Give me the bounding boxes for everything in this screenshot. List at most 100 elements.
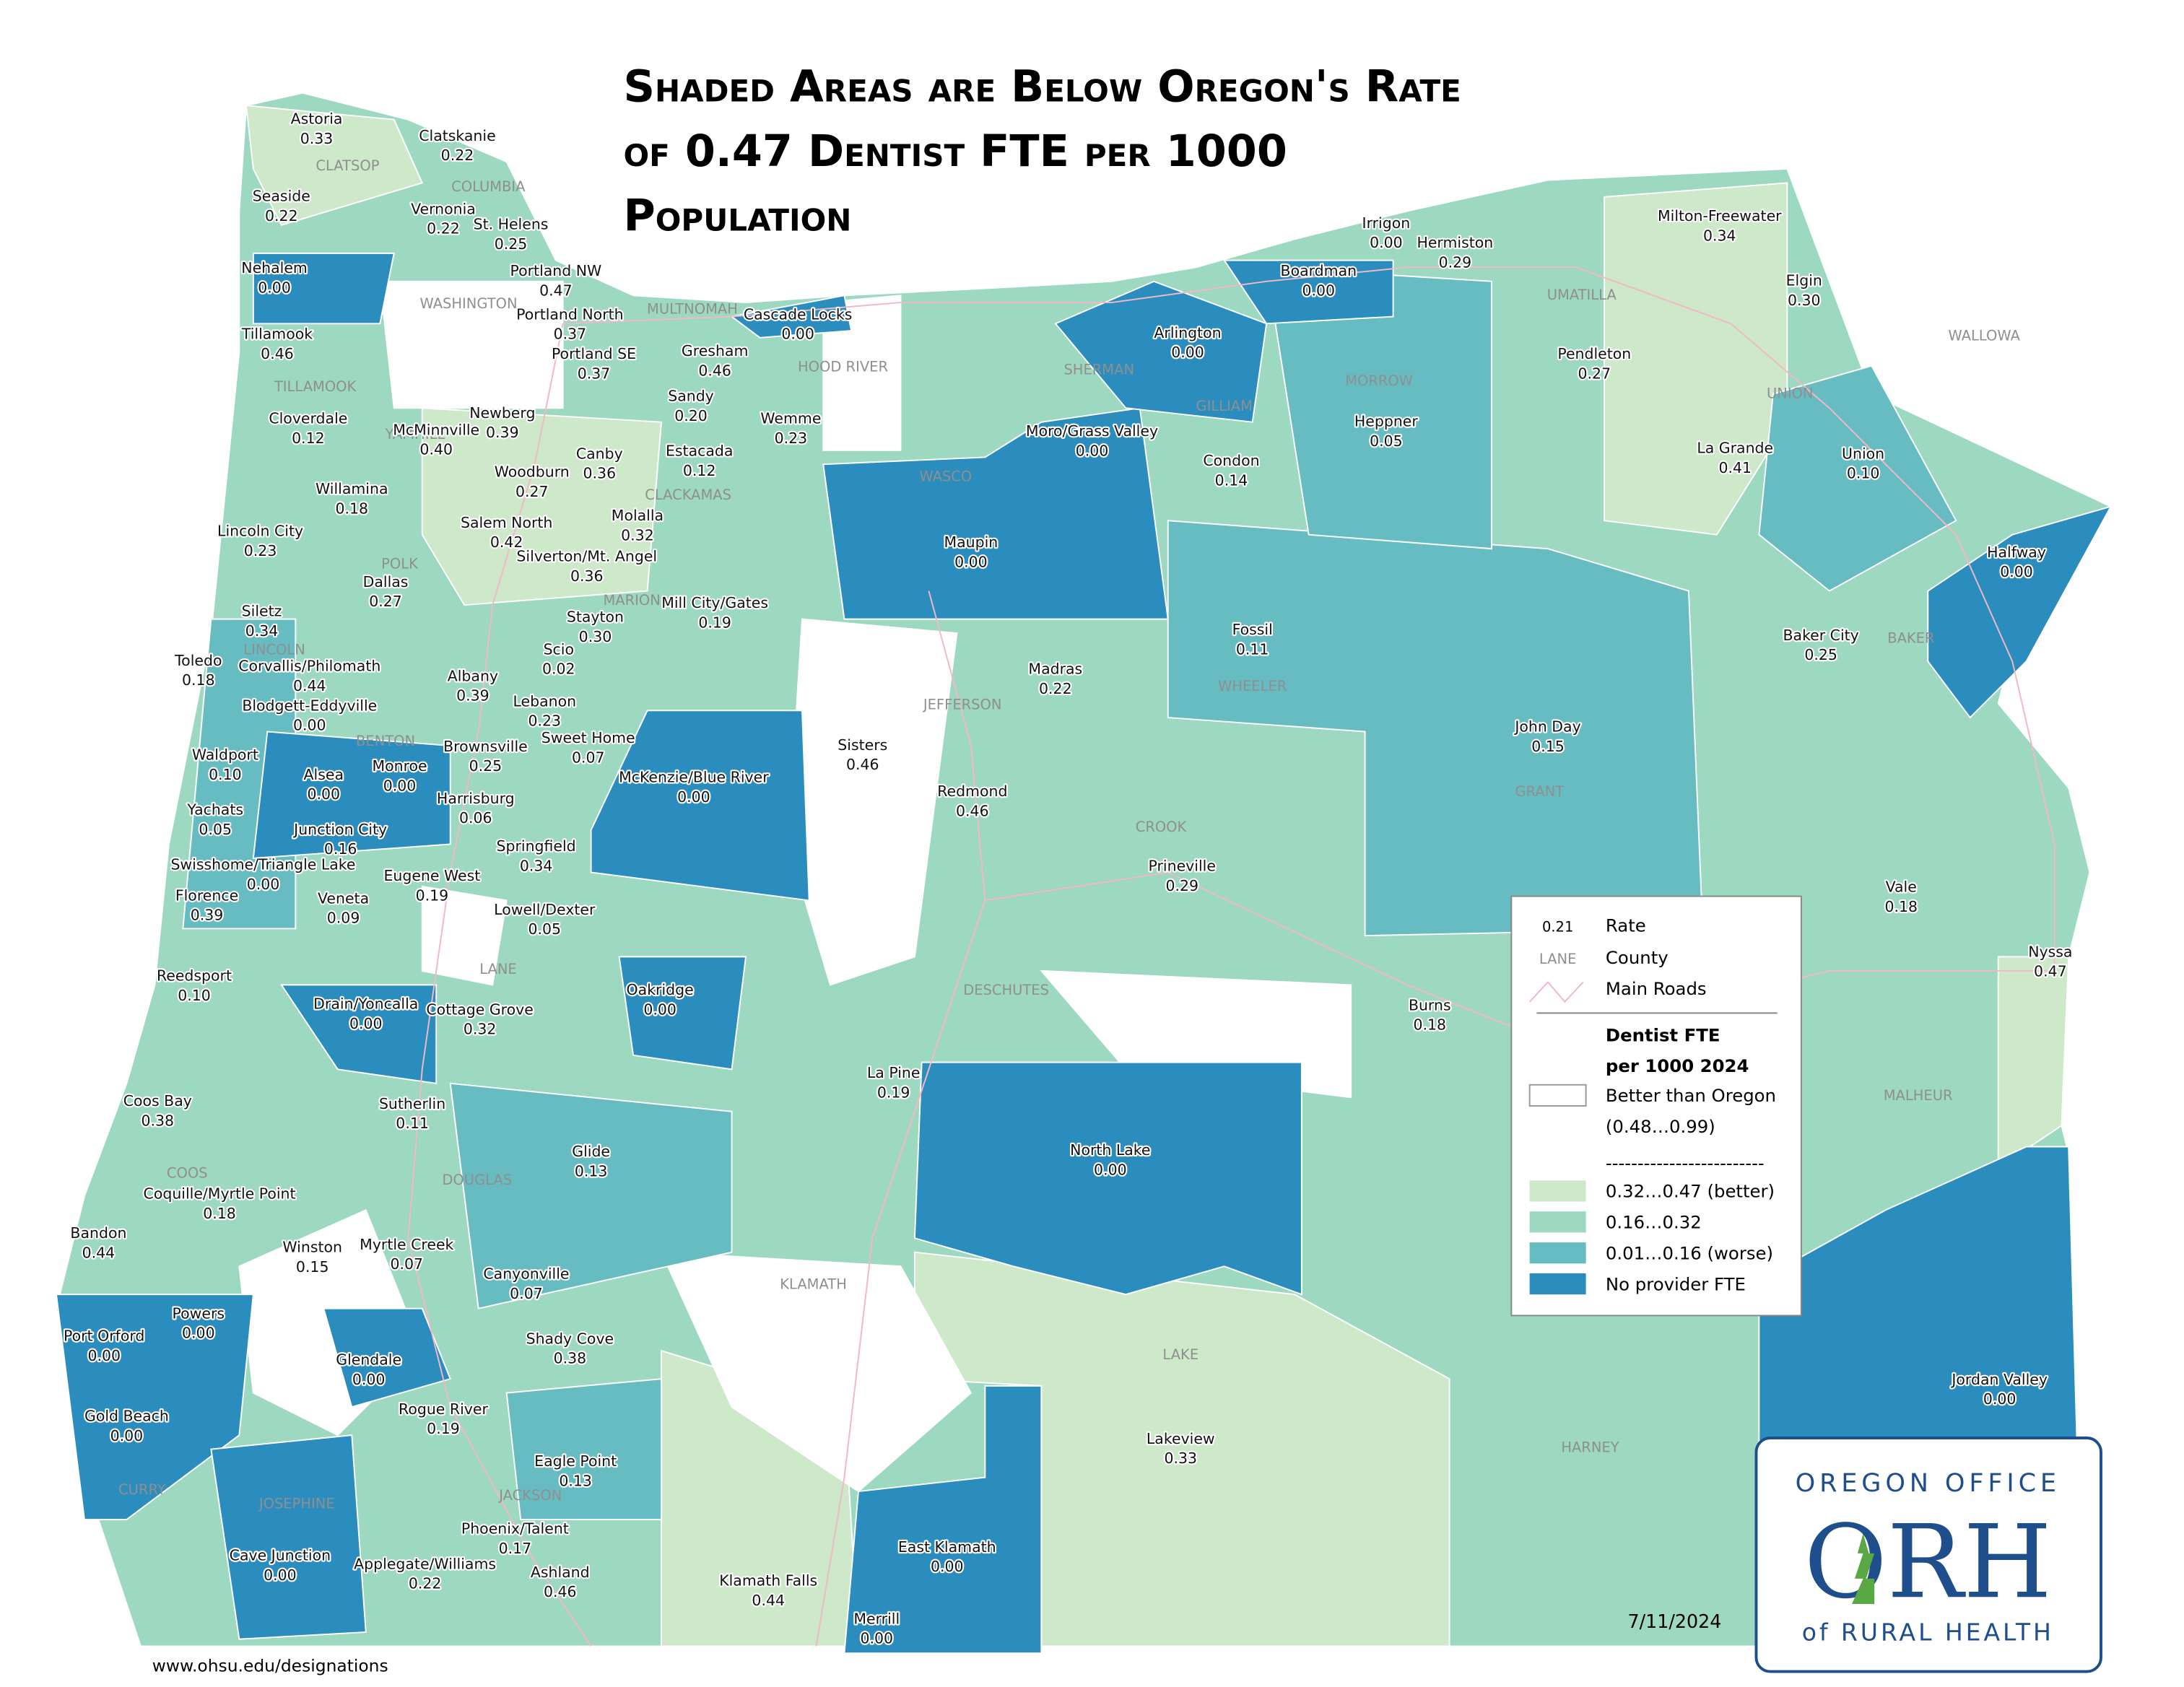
area-rate: 0.30 [579, 628, 612, 645]
area-name: North Lake [1070, 1141, 1150, 1159]
area-rate: 0.25 [1804, 646, 1837, 663]
legend-class-range: (0.48…0.99) [1606, 1116, 1715, 1137]
area-name: Maupin [944, 533, 998, 551]
area-name: Canby [576, 445, 623, 462]
legend-swatch [1529, 1211, 1586, 1233]
area-rate: 0.46 [698, 362, 731, 379]
area-rate: 0.18 [203, 1205, 236, 1222]
area-name: Brownsville [443, 738, 528, 755]
area-rate: 0.11 [396, 1115, 429, 1132]
area-name: Prineville [1149, 858, 1216, 875]
county-label: UMATILLA [1547, 287, 1617, 303]
worse-regions [182, 266, 1957, 1521]
area-name: Elgin [1786, 272, 1822, 289]
area-name: Merrill [853, 1610, 900, 1627]
area-name: Stayton [567, 609, 624, 626]
region [1222, 259, 1394, 325]
area-name: Corvallis/Philomath [238, 658, 380, 675]
county-label: DESCHUTES [963, 982, 1049, 998]
area-name: Jordan Valley [1950, 1371, 2048, 1388]
area-name: Heppner [1354, 413, 1418, 430]
legend-roads-label: Main Roads [1606, 978, 1707, 999]
area-rate: 0.46 [544, 1583, 577, 1600]
area-name: Burns [1409, 996, 1451, 1013]
area-name: Coquille/Myrtle Point [144, 1185, 296, 1203]
area-name: Salem North [461, 514, 552, 531]
road [985, 871, 2055, 1042]
area-name: Phoenix/Talent [461, 1520, 569, 1538]
region [279, 984, 438, 1084]
area-name: Redmond [937, 783, 1007, 800]
area-name: Lebanon [513, 692, 577, 710]
county-label: MARION [603, 592, 660, 609]
area-rate: 0.00 [110, 1427, 144, 1444]
county-label: POLK [381, 555, 419, 572]
road [407, 323, 592, 1647]
county-label: HOOD RIVER [798, 359, 888, 375]
area-rate: 0.46 [261, 345, 294, 362]
area-name: Boardman [1281, 262, 1357, 279]
area-name: Hermiston [1417, 234, 1493, 251]
county-label: BAKER [1887, 630, 1934, 647]
legend-title: Dentist FTE [1606, 1024, 1720, 1045]
area-name: Gold Beach [84, 1408, 169, 1425]
area-rate: 0.33 [300, 130, 334, 147]
area-rate: 0.37 [578, 365, 611, 382]
legend-swatch [1529, 1242, 1586, 1264]
county-label: MORROW [1345, 372, 1413, 389]
area-rate: 0.22 [441, 147, 474, 164]
area-rate: 0.37 [554, 326, 587, 343]
county-label: CLATSOP [316, 157, 379, 174]
area-rate: 0.12 [292, 430, 325, 447]
area-name: Mill City/Gates [661, 594, 768, 611]
logo-box [1754, 1437, 2102, 1673]
area-name: Waldport [192, 746, 258, 764]
region [1758, 365, 1957, 592]
area-rate: 0.00 [349, 1015, 383, 1032]
area-rate: 0.30 [1788, 292, 1821, 309]
area-rate: 0.00 [383, 777, 417, 794]
area-rate: 0.27 [1578, 365, 1611, 382]
area-rate: 0.00 [293, 717, 326, 734]
date: 7/11/2024 [1627, 1610, 1721, 1632]
area-name: McKenzie/Blue River [619, 769, 769, 786]
state-shapes [55, 92, 2113, 1655]
area-rate: 0.00 [861, 1630, 894, 1647]
area-name: Rogue River [399, 1400, 488, 1418]
region [1927, 505, 2113, 719]
area-rate: 0.38 [554, 1350, 587, 1367]
area-name: Florence [175, 886, 238, 904]
region [1997, 956, 2070, 1169]
region [843, 1385, 1043, 1655]
area-rate: 0.39 [456, 687, 490, 705]
area-name: East Klamath [898, 1538, 996, 1556]
area-name: Willamina [316, 480, 388, 497]
region [252, 252, 395, 325]
legend-swatch [1528, 1084, 1587, 1107]
area-name: Tillamook [241, 326, 313, 343]
area-rate: 0.00 [1094, 1161, 1127, 1179]
roads [407, 266, 2055, 1647]
area-name: Swisshome/Triangle Lake [170, 856, 355, 873]
county-label: WHEELER [1218, 678, 1287, 694]
area-name: Port Orford [64, 1328, 144, 1345]
county-label: JOSEPHINE [258, 1495, 335, 1512]
area-rate: 0.00 [677, 788, 710, 806]
area-rate: 0.06 [459, 809, 492, 827]
legend-class-label: 0.16…0.32 [1606, 1212, 1702, 1233]
region [245, 105, 424, 227]
county-label: COOS [167, 1164, 208, 1181]
area-rate: 0.19 [698, 614, 731, 631]
area-rate: 0.17 [499, 1540, 532, 1557]
area-name: Lakeview [1147, 1430, 1215, 1447]
county-label: JEFFERSON [922, 696, 1002, 712]
area-rate: 0.00 [2000, 563, 2033, 580]
area-rate: 0.44 [752, 1592, 785, 1609]
region [1785, 167, 2112, 508]
area-name: Alsea [304, 766, 344, 783]
legend-separator: ------------------------- [1606, 1153, 1765, 1174]
county-label: DOUGLAS [442, 1172, 512, 1188]
area-name: Irrigon [1362, 214, 1411, 232]
area-rate: 0.00 [264, 1566, 297, 1584]
